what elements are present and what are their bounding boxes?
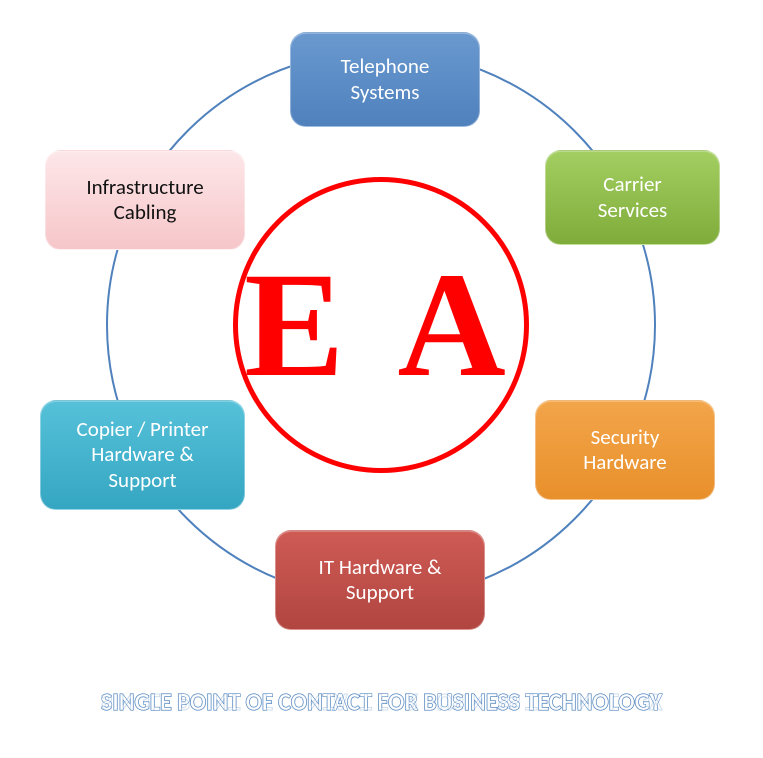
- node-infrastructure-cabling: InfrastructureCabling: [45, 150, 245, 250]
- node-it-hardware-support: IT Hardware &Support: [275, 530, 485, 630]
- node-label: CarrierServices: [598, 172, 667, 222]
- node-copier-printer: Copier / PrinterHardware &Support: [40, 400, 245, 510]
- node-label: TelephoneSystems: [341, 54, 430, 104]
- diagram-stage: E A TelephoneSystems CarrierServices Secur…: [0, 0, 763, 758]
- node-label: InfrastructureCabling: [86, 175, 203, 225]
- node-label: SecurityHardware: [583, 425, 667, 475]
- center-logo-badge: E A: [233, 177, 529, 473]
- node-label: Copier / PrinterHardware &Support: [77, 417, 209, 493]
- tagline-reflection: SINGLE POINT OF CONTACT FOR BUSINESS TEC…: [0, 687, 763, 716]
- center-logo-text: E A: [244, 250, 518, 400]
- node-carrier-services: CarrierServices: [545, 150, 720, 245]
- node-security-hardware: SecurityHardware: [535, 400, 715, 500]
- node-telephone-systems: TelephoneSystems: [290, 32, 480, 127]
- node-label: IT Hardware &Support: [319, 555, 442, 605]
